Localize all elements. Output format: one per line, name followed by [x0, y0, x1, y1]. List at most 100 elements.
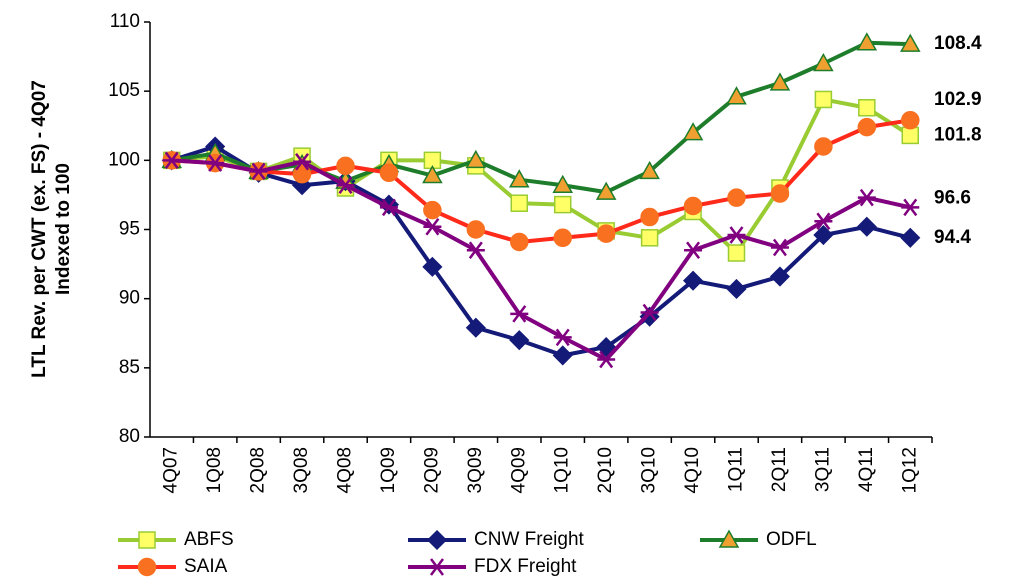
point [899, 33, 921, 52]
legend-marker [138, 531, 156, 549]
y-tick-label: 80 [119, 426, 140, 447]
point [422, 165, 443, 184]
point [379, 163, 399, 183]
point [857, 188, 876, 207]
point [814, 137, 833, 156]
point [857, 117, 877, 137]
value-label: 101.8 [934, 124, 982, 145]
point [683, 196, 703, 216]
y-tick-label: 90 [119, 288, 140, 309]
point [684, 241, 703, 259]
point [682, 270, 704, 291]
point [769, 266, 791, 287]
series-line [171, 158, 911, 362]
y-tick-label: 100 [108, 149, 140, 170]
legend-marker [718, 529, 740, 548]
y-tick-label: 110 [110, 11, 140, 32]
point [465, 149, 487, 169]
point [858, 99, 876, 117]
x-tick-label: 2Q09 [421, 447, 442, 493]
x-tick-label: 2Q08 [248, 447, 269, 493]
point [510, 305, 529, 323]
point [553, 328, 572, 347]
legend-marker [426, 529, 448, 551]
point [249, 162, 268, 181]
point [595, 181, 617, 200]
legend-label: ODFL [766, 529, 817, 550]
x-tick-label: 3Q10 [639, 447, 660, 493]
point [292, 164, 312, 184]
point [901, 198, 920, 217]
y-axis-label: LTL Rev. per CWT (ex. FS) - 4Q07 [29, 80, 50, 378]
point [682, 122, 704, 141]
point [639, 160, 660, 180]
legend-label: SAIA [184, 556, 228, 577]
series-line [171, 40, 911, 195]
value-label: 102.9 [934, 89, 982, 110]
x-tick-label: 4Q11 [856, 447, 877, 492]
point [423, 200, 442, 220]
point [596, 224, 616, 243]
legend-label: CNW Freight [474, 529, 585, 550]
point [727, 188, 746, 207]
point [856, 216, 877, 237]
y-tick-label: 95 [119, 219, 140, 240]
point [465, 317, 486, 338]
point [422, 256, 443, 277]
point [813, 224, 834, 246]
point [510, 232, 529, 252]
point [552, 345, 573, 366]
point [379, 198, 398, 217]
legend-label: FDX Freight [474, 556, 577, 577]
point [423, 217, 442, 236]
point [336, 176, 355, 194]
x-tick-label: 2Q10 [595, 447, 616, 493]
point [727, 226, 746, 244]
y-axis-label: Indexed to 100 [53, 163, 74, 295]
point [509, 330, 530, 351]
x-tick-label: 1Q08 [204, 447, 225, 493]
point [856, 32, 878, 51]
x-tick-label: 4Q10 [682, 447, 703, 493]
point [552, 174, 574, 193]
series-line [171, 97, 912, 256]
point [770, 184, 790, 203]
point [162, 151, 181, 170]
legend-marker [428, 558, 446, 576]
point [553, 228, 572, 248]
x-tick-label: 1Q11 [726, 447, 747, 492]
value-label: 96.6 [934, 187, 971, 208]
point [336, 156, 355, 176]
x-tick-label: 1Q09 [378, 447, 399, 493]
legend-label: ABFS [184, 529, 234, 550]
point [466, 220, 486, 239]
y-tick-label: 85 [119, 357, 140, 378]
x-tick-label: 4Q08 [335, 447, 356, 493]
x-tick-label: 1Q12 [899, 447, 920, 493]
point [901, 126, 920, 145]
value-label: 94.4 [934, 227, 971, 248]
point [727, 244, 746, 262]
point [814, 212, 833, 230]
point [508, 169, 530, 188]
point [640, 207, 659, 227]
point [900, 227, 921, 248]
point [901, 110, 920, 130]
point [770, 238, 789, 257]
point [726, 278, 747, 300]
value-label: 108.4 [934, 33, 982, 54]
x-tick-label: 2Q11 [769, 447, 790, 492]
point [597, 350, 616, 369]
point [640, 229, 659, 247]
x-tick-label: 3Q09 [465, 447, 486, 493]
point [293, 152, 312, 171]
x-tick-label: 4Q07 [161, 447, 182, 493]
x-tick-label: 3Q11 [812, 447, 833, 492]
point [814, 90, 833, 109]
point [769, 72, 791, 91]
x-tick-label: 3Q08 [291, 447, 312, 493]
legend-marker [137, 557, 157, 577]
point [466, 241, 485, 259]
